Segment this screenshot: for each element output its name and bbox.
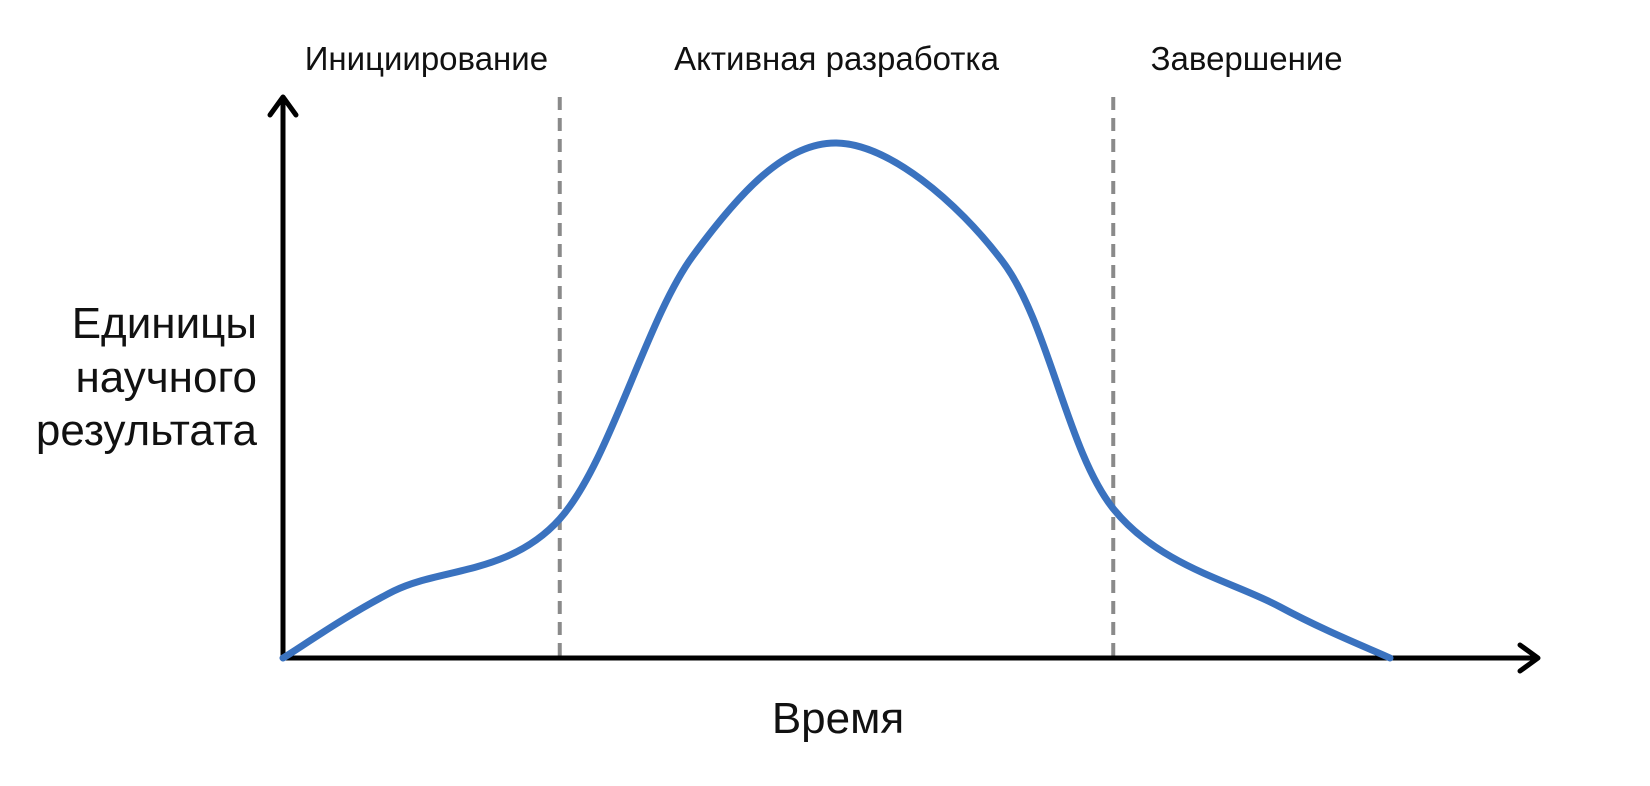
series-group (279, 139, 1394, 662)
phase-label-initiation: Инициирование (305, 40, 548, 77)
phase-label-completion: Завершение (1151, 40, 1343, 77)
axes (267, 94, 1541, 674)
y-axis-arrowhead (267, 94, 299, 118)
x-axis-label: Время (772, 694, 904, 743)
phase-label-active-development: Активная разработка (674, 40, 999, 77)
series-line-1 (279, 139, 1394, 662)
phase-dividers (557, 97, 1116, 658)
y-axis-label-line-2: научного (75, 353, 257, 402)
x-axis-arrowhead (1517, 642, 1541, 674)
y-axis-label-line-3: результата (36, 406, 258, 455)
y-axis-label: Единицы научного результата (36, 299, 258, 455)
phase-labels: Инициирование Активная разработка Заверш… (305, 40, 1343, 77)
y-axis-label-line-1: Единицы (72, 299, 257, 348)
